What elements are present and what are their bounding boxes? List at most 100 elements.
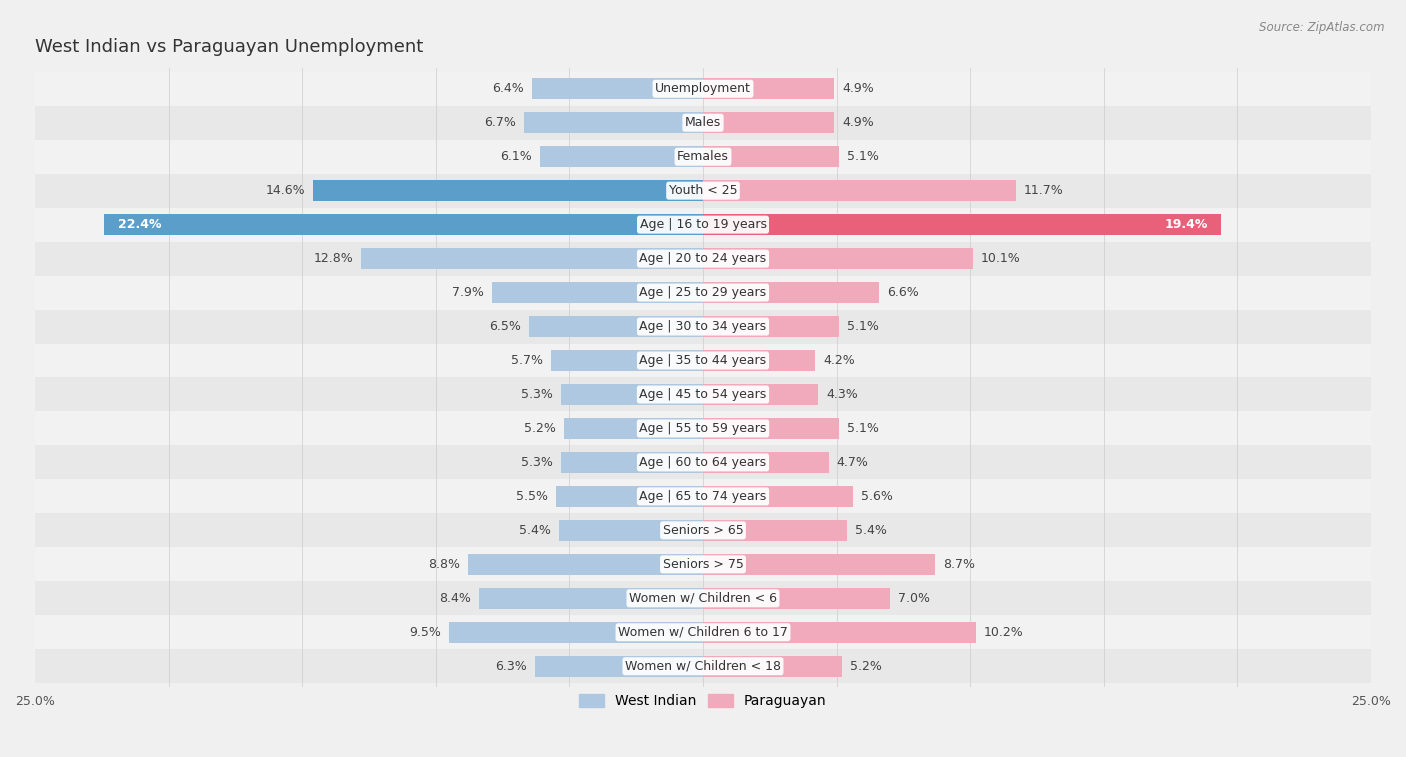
Bar — [703, 384, 818, 405]
Bar — [478, 587, 703, 609]
Text: 8.7%: 8.7% — [943, 558, 976, 571]
Text: 19.4%: 19.4% — [1164, 218, 1208, 231]
Bar — [529, 316, 703, 337]
Bar — [35, 207, 1371, 241]
Text: Seniors > 75: Seniors > 75 — [662, 558, 744, 571]
Text: 5.1%: 5.1% — [848, 320, 879, 333]
Bar — [703, 214, 1222, 235]
Bar — [468, 554, 703, 575]
Text: 22.4%: 22.4% — [118, 218, 162, 231]
Text: Age | 65 to 74 years: Age | 65 to 74 years — [640, 490, 766, 503]
Text: Age | 16 to 19 years: Age | 16 to 19 years — [640, 218, 766, 231]
Text: 10.1%: 10.1% — [981, 252, 1021, 265]
Text: 5.2%: 5.2% — [851, 659, 882, 673]
Text: Women w/ Children 6 to 17: Women w/ Children 6 to 17 — [619, 626, 787, 639]
Text: 5.4%: 5.4% — [519, 524, 551, 537]
Text: 8.4%: 8.4% — [439, 592, 471, 605]
Text: 7.9%: 7.9% — [451, 286, 484, 299]
Text: Age | 45 to 54 years: Age | 45 to 54 years — [640, 388, 766, 401]
Text: Age | 60 to 64 years: Age | 60 to 64 years — [640, 456, 766, 469]
Bar — [561, 452, 703, 473]
Text: Seniors > 65: Seniors > 65 — [662, 524, 744, 537]
Bar — [314, 180, 703, 201]
Text: 8.8%: 8.8% — [427, 558, 460, 571]
Bar — [703, 418, 839, 439]
Bar — [703, 78, 834, 99]
Text: Age | 35 to 44 years: Age | 35 to 44 years — [640, 354, 766, 367]
Text: Age | 55 to 59 years: Age | 55 to 59 years — [640, 422, 766, 435]
Bar — [703, 452, 828, 473]
Text: 6.3%: 6.3% — [495, 659, 527, 673]
Bar — [561, 384, 703, 405]
Bar — [551, 350, 703, 371]
Bar — [35, 173, 1371, 207]
Bar — [361, 248, 703, 269]
Text: 5.2%: 5.2% — [524, 422, 555, 435]
Text: Source: ZipAtlas.com: Source: ZipAtlas.com — [1260, 21, 1385, 34]
Bar — [703, 520, 848, 541]
Text: 6.6%: 6.6% — [887, 286, 920, 299]
Text: West Indian vs Paraguayan Unemployment: West Indian vs Paraguayan Unemployment — [35, 38, 423, 56]
Bar — [492, 282, 703, 303]
Bar — [35, 140, 1371, 173]
Bar — [540, 146, 703, 167]
Bar — [703, 316, 839, 337]
Text: 14.6%: 14.6% — [266, 184, 305, 197]
Text: 4.7%: 4.7% — [837, 456, 869, 469]
Bar — [703, 621, 976, 643]
Bar — [555, 486, 703, 507]
Text: Unemployment: Unemployment — [655, 83, 751, 95]
Bar — [35, 650, 1371, 684]
Bar — [35, 412, 1371, 445]
Text: Women w/ Children < 6: Women w/ Children < 6 — [628, 592, 778, 605]
Text: Age | 30 to 34 years: Age | 30 to 34 years — [640, 320, 766, 333]
Text: 5.4%: 5.4% — [855, 524, 887, 537]
Bar — [524, 112, 703, 133]
Bar — [564, 418, 703, 439]
Text: 11.7%: 11.7% — [1024, 184, 1063, 197]
Bar — [703, 554, 935, 575]
Text: 5.5%: 5.5% — [516, 490, 548, 503]
Bar — [35, 344, 1371, 378]
Bar — [35, 479, 1371, 513]
Text: 9.5%: 9.5% — [409, 626, 441, 639]
Bar — [35, 615, 1371, 650]
Bar — [35, 581, 1371, 615]
Text: Age | 25 to 29 years: Age | 25 to 29 years — [640, 286, 766, 299]
Bar — [35, 547, 1371, 581]
Bar — [703, 248, 973, 269]
Text: 10.2%: 10.2% — [984, 626, 1024, 639]
Bar — [703, 587, 890, 609]
Text: 5.1%: 5.1% — [848, 150, 879, 164]
Bar — [703, 112, 834, 133]
Text: 5.7%: 5.7% — [510, 354, 543, 367]
Bar — [35, 241, 1371, 276]
Bar — [35, 513, 1371, 547]
Bar — [534, 656, 703, 677]
Text: 5.1%: 5.1% — [848, 422, 879, 435]
Text: 7.0%: 7.0% — [898, 592, 931, 605]
Text: 6.5%: 6.5% — [489, 320, 522, 333]
Legend: West Indian, Paraguayan: West Indian, Paraguayan — [574, 689, 832, 714]
Bar — [703, 146, 839, 167]
Bar — [703, 486, 852, 507]
Text: 4.9%: 4.9% — [842, 117, 873, 129]
Bar — [35, 106, 1371, 140]
Text: 4.2%: 4.2% — [824, 354, 855, 367]
Text: Youth < 25: Youth < 25 — [669, 184, 737, 197]
Bar — [558, 520, 703, 541]
Bar — [703, 282, 879, 303]
Text: 4.9%: 4.9% — [842, 83, 873, 95]
Bar — [449, 621, 703, 643]
Text: Age | 20 to 24 years: Age | 20 to 24 years — [640, 252, 766, 265]
Text: 6.1%: 6.1% — [501, 150, 531, 164]
Text: Females: Females — [678, 150, 728, 164]
Text: 5.3%: 5.3% — [522, 456, 554, 469]
Text: Males: Males — [685, 117, 721, 129]
Text: Women w/ Children < 18: Women w/ Children < 18 — [626, 659, 780, 673]
Bar — [703, 656, 842, 677]
Bar — [35, 378, 1371, 412]
Text: 12.8%: 12.8% — [314, 252, 353, 265]
Bar — [35, 310, 1371, 344]
Bar — [35, 276, 1371, 310]
